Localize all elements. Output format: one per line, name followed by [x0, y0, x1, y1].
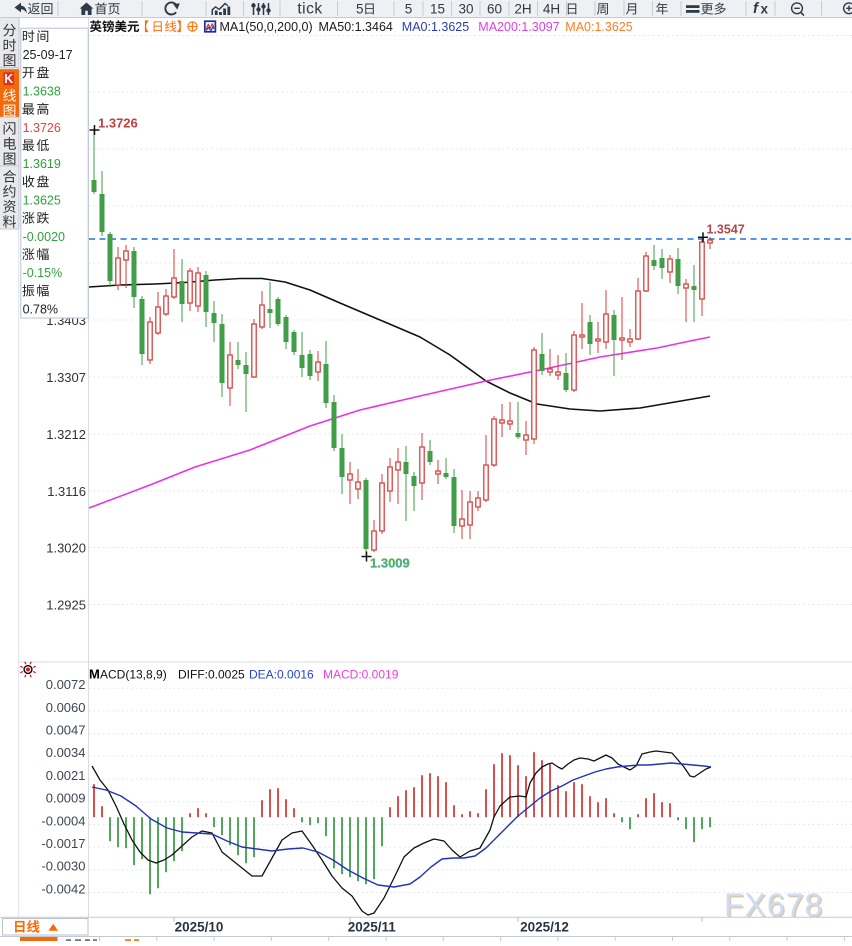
svg-text:0.0047: 0.0047	[46, 723, 86, 738]
svg-text:1.3726: 1.3726	[23, 121, 61, 135]
svg-text:x: x	[761, 2, 769, 17]
svg-text:M: M	[89, 667, 100, 682]
svg-text:1.3116: 1.3116	[47, 484, 86, 499]
svg-text:5: 5	[405, 2, 413, 17]
svg-text:2025/10: 2025/10	[175, 920, 224, 935]
svg-text:-0.0030: -0.0030	[41, 859, 85, 874]
svg-text:-0.15%: -0.15%	[23, 266, 63, 280]
svg-text:-0.0017: -0.0017	[41, 836, 85, 851]
svg-text:K: K	[4, 72, 13, 86]
svg-text:60: 60	[487, 2, 502, 17]
svg-text:25-09-17: 25-09-17	[23, 48, 73, 62]
svg-text:5: 5	[356, 2, 364, 17]
svg-text:tick: tick	[297, 1, 322, 18]
svg-text:1.3625: 1.3625	[23, 194, 61, 208]
svg-text:1.3619: 1.3619	[23, 157, 61, 171]
svg-text:0.78%: 0.78%	[23, 303, 58, 317]
svg-text:-0.0042: -0.0042	[41, 881, 85, 896]
svg-text:ACD(13,8,9): ACD(13,8,9)	[100, 668, 167, 682]
svg-text:1.3009: 1.3009	[370, 556, 410, 571]
svg-text:1.3638: 1.3638	[23, 85, 61, 99]
svg-text:2H: 2H	[514, 2, 531, 17]
svg-text:-0.0004: -0.0004	[41, 813, 85, 828]
svg-text:0.0072: 0.0072	[46, 677, 86, 692]
svg-text:DEA:0.0016: DEA:0.0016	[249, 668, 314, 682]
svg-text:1.2925: 1.2925	[46, 597, 86, 612]
svg-text:MA0:1.3625: MA0:1.3625	[402, 20, 469, 34]
svg-text:1.3726: 1.3726	[98, 116, 138, 131]
svg-text:15: 15	[430, 2, 445, 17]
svg-text:0.0021: 0.0021	[46, 768, 86, 783]
svg-text:1.3307: 1.3307	[46, 370, 86, 385]
svg-text:0.0060: 0.0060	[46, 700, 86, 715]
svg-text:1.3547: 1.3547	[707, 223, 745, 237]
svg-text:0.0034: 0.0034	[46, 745, 86, 760]
svg-text:-0.0020: -0.0020	[23, 230, 65, 244]
svg-text:MA50:1.3464: MA50:1.3464	[319, 20, 393, 34]
svg-text:MACD:0.0019: MACD:0.0019	[323, 668, 399, 682]
svg-text:2025/11: 2025/11	[348, 920, 397, 935]
svg-text:0.0009: 0.0009	[46, 791, 86, 806]
svg-text:2025/12: 2025/12	[520, 920, 569, 935]
svg-text:1.3020: 1.3020	[46, 540, 86, 555]
svg-text:MA1(50,0,200,0): MA1(50,0,200,0)	[220, 20, 313, 34]
svg-text:4H: 4H	[543, 2, 560, 17]
svg-text:MA0:1.3625: MA0:1.3625	[565, 20, 632, 34]
svg-text:1.3212: 1.3212	[46, 427, 86, 442]
svg-text:MA200:1.3097: MA200:1.3097	[478, 20, 559, 34]
svg-text:30: 30	[458, 2, 473, 17]
svg-text:DIFF:0.0025: DIFF:0.0025	[178, 668, 245, 682]
svg-text:f: f	[753, 0, 760, 17]
